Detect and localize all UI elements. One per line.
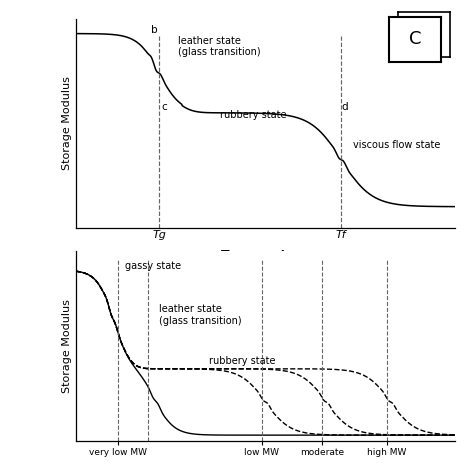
Text: leather state
(glass transition): leather state (glass transition) xyxy=(178,36,261,57)
Text: gassy state: gassy state xyxy=(125,261,181,271)
Text: rubbery state: rubbery state xyxy=(209,356,275,365)
Y-axis label: Storage Modulus: Storage Modulus xyxy=(62,299,72,393)
Text: C: C xyxy=(409,30,421,48)
Text: leather state
(glass transition): leather state (glass transition) xyxy=(159,304,242,326)
Text: b: b xyxy=(151,25,157,35)
Text: d: d xyxy=(341,102,348,112)
Y-axis label: Storage Modulus: Storage Modulus xyxy=(62,76,72,170)
Text: rubbery state: rubbery state xyxy=(220,109,286,119)
Text: c: c xyxy=(161,102,167,112)
Text: viscous flow state: viscous flow state xyxy=(353,140,440,150)
X-axis label: Temperature: Temperature xyxy=(220,249,310,262)
